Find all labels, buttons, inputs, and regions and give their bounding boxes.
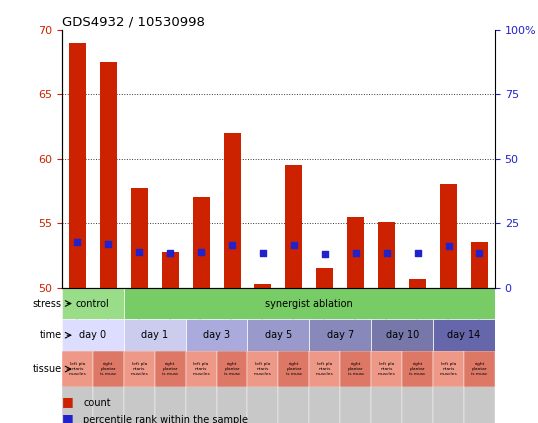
Bar [464, 288, 495, 423]
Text: left pla
ntaris
muscles: left pla ntaris muscles [254, 363, 272, 376]
Bar [471, 242, 488, 288]
Bar [216, 288, 247, 423]
Bar [124, 319, 186, 351]
Text: left pla
ntaris
muscles: left pla ntaris muscles [192, 363, 210, 376]
Bar [93, 351, 124, 387]
Point [321, 251, 329, 258]
Bar [279, 288, 309, 423]
Bar [433, 319, 495, 351]
Bar [247, 351, 279, 387]
Bar [316, 268, 334, 288]
Bar [247, 288, 279, 423]
Text: right
plantar
is musc: right plantar is musc [224, 363, 240, 376]
Bar [186, 351, 216, 387]
Point [73, 239, 82, 246]
Text: percentile rank within the sample: percentile rank within the sample [83, 415, 249, 423]
Text: right
plantar
is musc: right plantar is musc [100, 363, 116, 376]
Bar [161, 252, 179, 288]
Point [228, 242, 236, 248]
Text: GDS4932 / 10530998: GDS4932 / 10530998 [62, 16, 205, 28]
Text: day 5: day 5 [265, 330, 292, 340]
Bar [131, 188, 148, 288]
Text: left pla
ntaris
muscles: left pla ntaris muscles [316, 363, 334, 376]
Text: right
plantar
is musc: right plantar is musc [471, 363, 487, 376]
Bar [409, 279, 426, 288]
Text: day 14: day 14 [448, 330, 480, 340]
Bar [371, 351, 402, 387]
Text: day 7: day 7 [327, 330, 354, 340]
Bar [186, 319, 247, 351]
Point [259, 250, 267, 256]
Text: right
plantar
is musc: right plantar is musc [348, 363, 364, 376]
Text: left pla
ntaris
muscles: left pla ntaris muscles [68, 363, 86, 376]
Bar [155, 288, 186, 423]
Bar [440, 184, 457, 288]
Text: ■: ■ [62, 412, 74, 423]
Bar [340, 288, 371, 423]
Text: left pla
ntaris
muscles: left pla ntaris muscles [440, 363, 457, 376]
Bar [124, 288, 495, 319]
Bar [216, 351, 247, 387]
Bar [62, 288, 124, 319]
Point [413, 250, 422, 256]
Bar [186, 288, 216, 423]
Text: time: time [40, 330, 62, 340]
Bar [62, 351, 93, 387]
Text: count: count [83, 398, 111, 408]
Text: stress: stress [33, 299, 62, 308]
Bar [309, 319, 371, 351]
Bar [124, 351, 155, 387]
Text: ■: ■ [62, 395, 74, 408]
Bar [371, 288, 402, 423]
Point [197, 248, 206, 255]
Bar [347, 217, 364, 288]
Point [166, 250, 174, 256]
Text: right
plantar
is musc: right plantar is musc [409, 363, 426, 376]
Text: tissue: tissue [33, 364, 62, 374]
Bar [279, 351, 309, 387]
Bar [124, 288, 155, 423]
Point [444, 243, 453, 250]
Point [289, 242, 298, 248]
Text: control: control [76, 299, 110, 308]
Bar [193, 197, 210, 288]
Bar [378, 222, 395, 288]
Bar [69, 42, 86, 288]
Text: day 1: day 1 [141, 330, 168, 340]
Bar [93, 288, 124, 423]
Point [475, 250, 484, 256]
Bar [402, 288, 433, 423]
Text: day 0: day 0 [79, 330, 107, 340]
Point [383, 250, 391, 256]
Bar [223, 133, 240, 288]
Text: day 3: day 3 [203, 330, 230, 340]
Text: synergist ablation: synergist ablation [265, 299, 353, 308]
Point [104, 240, 112, 247]
Text: day 10: day 10 [386, 330, 419, 340]
Bar [371, 319, 433, 351]
Bar [309, 351, 341, 387]
Bar [309, 288, 341, 423]
Bar [340, 351, 371, 387]
Bar [285, 165, 302, 288]
Bar [62, 288, 93, 423]
Bar [433, 288, 464, 423]
Bar [402, 351, 433, 387]
Point [135, 248, 144, 255]
Bar [254, 284, 272, 288]
Bar [464, 351, 495, 387]
Text: left pla
ntaris
muscles: left pla ntaris muscles [378, 363, 395, 376]
Point [351, 250, 360, 256]
Bar [433, 351, 464, 387]
Bar [155, 351, 186, 387]
Text: right
plantar
is musc: right plantar is musc [162, 363, 178, 376]
Bar [247, 319, 309, 351]
Text: right
plantar
is musc: right plantar is musc [286, 363, 302, 376]
Bar [62, 319, 124, 351]
Bar [100, 62, 117, 288]
Text: left pla
ntaris
muscles: left pla ntaris muscles [130, 363, 148, 376]
